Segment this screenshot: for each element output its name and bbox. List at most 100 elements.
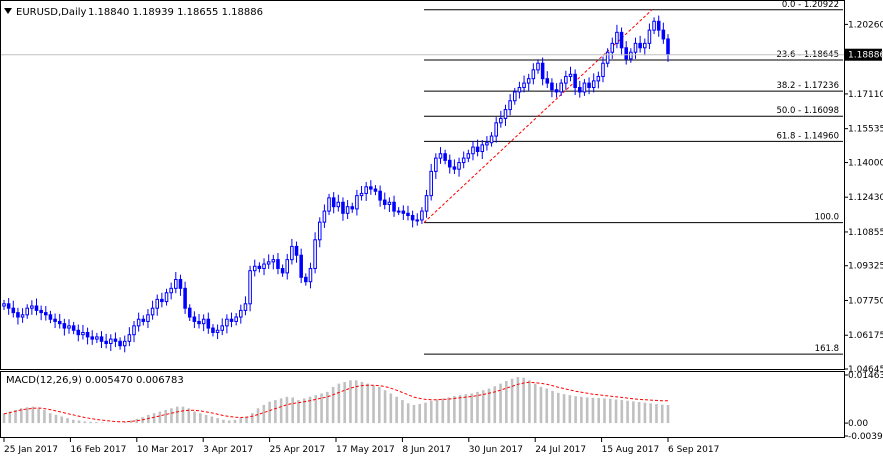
candle[interactable] [424, 189, 429, 218]
candle[interactable] [410, 210, 415, 228]
candle[interactable] [252, 259, 257, 277]
candle[interactable] [299, 248, 303, 284]
candle[interactable] [308, 262, 313, 289]
candle[interactable] [25, 304, 29, 319]
candle[interactable] [526, 73, 531, 91]
candle[interactable] [239, 304, 243, 324]
candle[interactable] [262, 258, 266, 276]
candle[interactable] [443, 149, 447, 165]
candle[interactable] [174, 272, 178, 294]
candle[interactable] [53, 313, 57, 329]
candle[interactable] [656, 15, 661, 37]
candle[interactable] [132, 321, 136, 343]
candle[interactable] [225, 314, 229, 334]
candle[interactable] [243, 296, 248, 316]
candle[interactable] [201, 314, 206, 332]
candle[interactable] [577, 80, 582, 98]
candle[interactable] [447, 154, 452, 174]
candle[interactable] [624, 41, 628, 65]
candle[interactable] [57, 313, 62, 329]
candle[interactable] [647, 23, 652, 50]
candle[interactable] [11, 300, 16, 318]
candle[interactable] [113, 332, 118, 348]
candle[interactable] [582, 79, 587, 96]
candle[interactable] [596, 71, 601, 89]
candle[interactable] [633, 37, 638, 59]
candle[interactable] [517, 81, 522, 99]
candle[interactable] [341, 197, 345, 221]
candle[interactable] [118, 337, 122, 350]
candle[interactable] [531, 63, 536, 85]
candle[interactable] [34, 298, 39, 316]
candle[interactable] [615, 24, 619, 49]
candle[interactable] [355, 189, 359, 216]
candle[interactable] [6, 298, 11, 315]
candle[interactable] [591, 73, 596, 93]
candle[interactable] [545, 71, 550, 88]
candle[interactable] [229, 312, 234, 328]
candle[interactable] [160, 292, 164, 308]
candle[interactable] [285, 253, 290, 280]
candle[interactable] [150, 300, 155, 320]
candle[interactable] [2, 299, 6, 310]
candle[interactable] [438, 147, 443, 164]
candle[interactable] [294, 241, 299, 263]
candle[interactable] [271, 254, 276, 270]
candle[interactable] [568, 66, 573, 82]
candle[interactable] [20, 308, 25, 323]
time-axis[interactable]: 25 Jan 2017 16 Feb 2017 10 Mar 2017 3 Apr 2… [3, 438, 719, 455]
candle[interactable] [601, 56, 605, 83]
candle[interactable] [322, 204, 327, 228]
candle[interactable] [378, 185, 382, 207]
candle[interactable] [67, 319, 71, 334]
price-axis[interactable]: 1.20260 1.18886 1.17110 1.15535 1.14000 1.124… [1, 20, 883, 375]
candle[interactable] [178, 274, 183, 296]
candle[interactable] [559, 79, 563, 96]
candle[interactable] [304, 273, 308, 286]
fib-trendline[interactable] [423, 9, 653, 223]
candle[interactable] [211, 324, 215, 337]
candle[interactable] [605, 48, 610, 68]
candle[interactable] [359, 185, 364, 201]
candle[interactable] [573, 69, 577, 96]
candle[interactable] [187, 304, 192, 321]
candle[interactable] [280, 264, 285, 277]
candle[interactable] [95, 332, 99, 344]
candle[interactable] [39, 305, 43, 321]
candle[interactable] [122, 335, 127, 353]
candle[interactable] [587, 77, 591, 95]
candle[interactable] [452, 159, 457, 175]
candle[interactable] [466, 149, 471, 163]
candle[interactable] [382, 192, 387, 210]
candle[interactable] [16, 307, 20, 325]
candle[interactable] [192, 311, 197, 329]
candle[interactable] [485, 136, 489, 151]
candle[interactable] [164, 288, 169, 306]
candle[interactable] [257, 262, 262, 273]
candle[interactable] [109, 334, 113, 352]
candle[interactable] [396, 207, 401, 216]
candle[interactable] [215, 324, 220, 340]
candle[interactable] [313, 232, 317, 274]
candle[interactable] [643, 38, 647, 56]
candle[interactable] [461, 151, 466, 169]
candle[interactable] [387, 197, 392, 212]
candle[interactable] [44, 305, 48, 321]
candle[interactable] [146, 309, 150, 329]
candle[interactable] [197, 313, 201, 329]
candle[interactable] [554, 83, 559, 98]
candle[interactable] [536, 59, 540, 74]
candle[interactable] [85, 327, 90, 345]
candle[interactable] [350, 202, 355, 213]
candle[interactable] [661, 22, 666, 44]
candle[interactable] [136, 312, 141, 332]
candle[interactable] [169, 282, 173, 300]
candle[interactable] [471, 141, 475, 161]
candle[interactable] [81, 324, 85, 340]
candle[interactable] [512, 87, 517, 105]
candle[interactable] [317, 217, 322, 248]
candle[interactable] [619, 27, 624, 56]
